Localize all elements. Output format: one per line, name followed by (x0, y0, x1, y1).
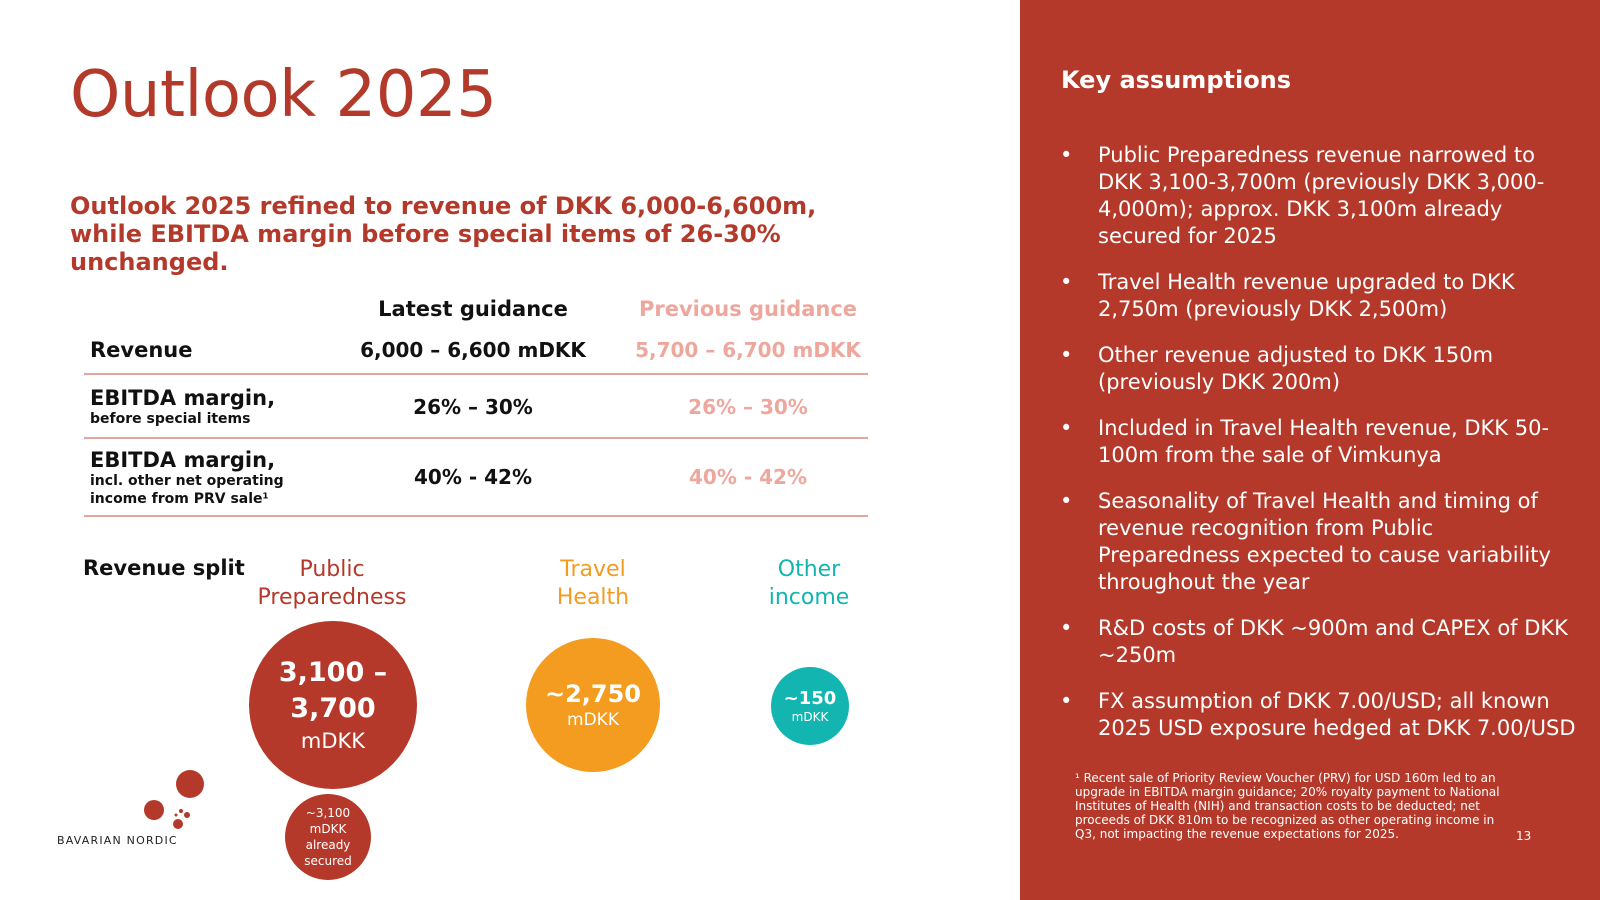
ebitda-margin-latest-value: 26% – 30% (413, 395, 533, 419)
assumption-item: • R&D costs of DKK ~900m and CAPEX of DKK… (1060, 616, 1568, 667)
bullet-icon: • (1060, 689, 1073, 713)
ebitda-margin-previous-value: 26% – 30% (688, 395, 808, 419)
secured-bubble: ~3,100 mDKK already secured (285, 794, 371, 880)
secured-line2: mDKK (309, 822, 347, 836)
public-preparedness-label-line1: Public (299, 557, 365, 582)
ebitda-incl-prv-sublabel-2: income from PRV sale¹ (90, 491, 269, 507)
travel-health-bubble: ~2,750 mDKK (526, 638, 660, 772)
other-income-label-line2: income (768, 585, 850, 610)
revenue-row-label: Revenue (90, 338, 193, 362)
bullet-icon: • (1060, 270, 1073, 294)
previous-guidance-header: Previous guidance (638, 297, 858, 321)
bullet-icon: • (1060, 143, 1073, 167)
table-divider (84, 373, 868, 375)
public-preparedness-label: Public Preparedness (232, 556, 432, 612)
key-assumptions-title: Key assumptions (1061, 66, 1292, 94)
public-preparedness-value-line2: 3,700 (290, 693, 376, 724)
assumption-item: • FX assumption of DKK 7.00/USD; all know… (1060, 689, 1576, 740)
other-income-value: ~150 (783, 688, 837, 709)
key-assumptions-list: • Public Preparedness revenue narrowed to… (1060, 142, 1580, 761)
bullet-icon: • (1060, 616, 1073, 640)
assumption-item: • Included in Travel Health revenue, DKK … (1060, 416, 1550, 467)
travel-health-unit: mDKK (567, 710, 619, 730)
page-subtitle: Outlook 2025 refined to revenue of DKK 6… (70, 192, 817, 276)
ebitda-incl-prv-label: EBITDA margin, (90, 448, 276, 472)
latest-guidance-header: Latest guidance (378, 297, 568, 321)
travel-health-label: Travel Health (493, 556, 693, 612)
assumption-item: • Public Preparedness revenue narrowed to… (1060, 143, 1545, 248)
travel-health-value: ~2,750 (544, 680, 642, 708)
assumption-item: • Other revenue adjusted to DKK 150m (pre… (1060, 343, 1494, 394)
travel-health-label-line1: Travel (560, 557, 626, 582)
public-preparedness-value-line1: 3,100 – (278, 657, 388, 688)
table-divider (84, 515, 868, 517)
travel-health-label-line2: Health (556, 585, 630, 610)
ebitda-incl-prv-row-label: EBITDA margin, incl. other net operating… (90, 448, 284, 508)
revenue-split-label: Revenue split (83, 556, 245, 580)
public-preparedness-label-line2: Preparedness (257, 585, 407, 610)
revenue-previous-value: 5,700 – 6,700 mDKK (635, 338, 861, 362)
bavarian-nordic-logo-icon (144, 770, 204, 829)
ebitda-margin-label: EBITDA margin, (90, 386, 276, 410)
bavarian-nordic-logo-text: BAVARIAN NORDIC (57, 834, 178, 847)
ebitda-incl-prv-latest-value: 40% - 42% (414, 465, 532, 489)
other-income-label-line1: Other (777, 557, 841, 582)
public-preparedness-unit: mDKK (300, 729, 366, 753)
other-income-unit: mDKK (791, 710, 829, 724)
assumption-item: • Travel Health revenue upgraded to DKK 2… (1060, 270, 1515, 321)
other-income-bubble: ~150 mDKK (771, 667, 849, 745)
secured-line4: secured (304, 854, 352, 868)
secured-line1: ~3,100 (305, 806, 351, 820)
table-divider (84, 437, 868, 439)
assumption-item: • Seasonality of Travel Health and timing… (1060, 489, 1551, 594)
other-income-label: Other income (709, 556, 909, 612)
bullet-icon: • (1060, 343, 1073, 367)
public-preparedness-bubble: 3,100 – 3,700 mDKK (249, 621, 417, 789)
page-number: 13 (1516, 829, 1532, 843)
revenue-latest-value: 6,000 – 6,600 mDKK (360, 338, 586, 362)
secured-line3: already (305, 838, 351, 852)
ebitda-incl-prv-previous-value: 40% - 42% (689, 465, 807, 489)
ebitda-incl-prv-sublabel-1: incl. other net operating (90, 473, 284, 489)
footnote: ¹ Recent sale of Priority Review Voucher… (1075, 771, 1500, 841)
ebitda-margin-sublabel: before special items (90, 411, 251, 427)
bullet-icon: • (1060, 416, 1073, 440)
ebitda-margin-row-label: EBITDA margin, before special items (90, 386, 275, 428)
key-assumptions-panel (1020, 0, 1600, 900)
page-title: Outlook 2025 (70, 58, 497, 132)
bullet-icon: • (1060, 489, 1073, 513)
